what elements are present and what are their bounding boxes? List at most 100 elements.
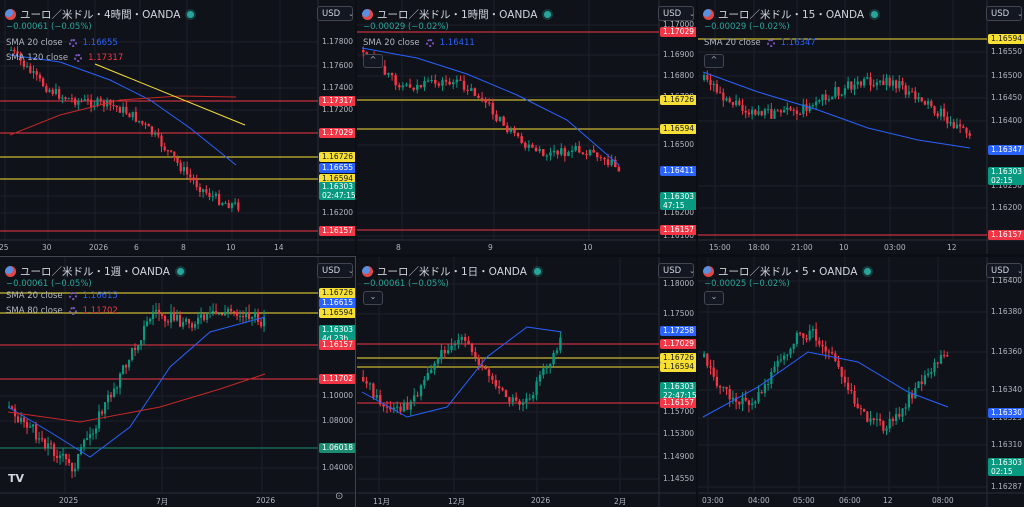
- candle-body: [430, 80, 433, 82]
- candle-body: [248, 312, 251, 319]
- candle-body: [48, 89, 51, 92]
- candle-body: [888, 418, 891, 429]
- candle-body: [176, 314, 179, 321]
- candle-body: [260, 321, 263, 327]
- tradingview-logo[interactable]: TV: [8, 472, 25, 485]
- expand-indicators-button[interactable]: ⌄: [363, 291, 383, 305]
- candle-body: [17, 416, 20, 422]
- candle-body: [744, 110, 747, 113]
- indicator-settings-icon[interactable]: [68, 307, 77, 315]
- price-tick: 1.16400: [991, 116, 1023, 125]
- candle-body: [556, 150, 559, 155]
- candle-body: [224, 202, 227, 204]
- candle-body: [383, 65, 387, 75]
- chart-plot-area[interactable]: [698, 0, 1024, 254]
- candle-body: [703, 353, 706, 357]
- candle-body: [26, 422, 29, 428]
- candle-body: [866, 77, 869, 79]
- indicator-sma20[interactable]: SMA 20 close 1.16411: [363, 38, 475, 48]
- indicator-sma80[interactable]: SMA 80 close 1.11702: [6, 306, 118, 316]
- chart-plot-area[interactable]: [0, 0, 355, 254]
- expand-indicators-button[interactable]: ⌄: [704, 291, 724, 305]
- chevron-down-icon: ⌄: [348, 9, 355, 18]
- price-label: 1.17029: [660, 27, 696, 37]
- candle-body: [65, 453, 68, 460]
- chart-panel-5m[interactable]: ユーロ／米ドル・5・OANDA −0.00025 (−0.02%) ⌄ USD ⌄…: [698, 257, 1024, 507]
- price-tick: 1.16287: [991, 482, 1023, 491]
- candle-body: [179, 314, 182, 327]
- price-label: 1.11702: [319, 374, 355, 384]
- candle-body: [107, 394, 110, 403]
- indicator-sma120[interactable]: SMA 120 close 1.17317: [6, 53, 124, 63]
- candle-body: [735, 100, 738, 105]
- indicator-settings-icon[interactable]: [68, 292, 77, 300]
- indicator-sma20[interactable]: SMA 20 close 1.16655: [6, 38, 118, 48]
- candle-body: [715, 376, 719, 387]
- candle-body: [866, 411, 869, 422]
- chart-plot-area[interactable]: [698, 257, 1024, 507]
- candle-body: [933, 362, 936, 372]
- chart-plot-area[interactable]: [0, 257, 355, 507]
- chart-plot-area[interactable]: [357, 0, 696, 254]
- candle-body: [140, 340, 143, 346]
- time-tick: 05:00: [793, 496, 815, 505]
- chart-plot-area[interactable]: [357, 257, 696, 507]
- candle-body: [520, 136, 523, 143]
- candle-body: [195, 180, 198, 188]
- candle-body: [450, 345, 453, 351]
- candle-body: [965, 127, 968, 134]
- indicator-settings-icon[interactable]: [425, 39, 434, 47]
- currency-select[interactable]: USD ⌄: [658, 6, 695, 21]
- currency-select[interactable]: USD ⌄: [986, 263, 1023, 278]
- time-tick: 9: [488, 243, 493, 252]
- candle-body: [783, 109, 786, 113]
- chart-panel-4h[interactable]: ユーロ／米ドル・4時間・OANDA −0.00061 (−0.05%) SMA …: [0, 0, 355, 254]
- candle-body: [95, 428, 98, 434]
- sma120-line: [9, 95, 237, 136]
- candle-body: [891, 80, 895, 86]
- currency-select[interactable]: USD ⌄: [317, 6, 355, 21]
- candle-body: [433, 363, 436, 370]
- candle-body: [470, 88, 473, 91]
- candle-body: [754, 401, 757, 404]
- candle-body: [474, 352, 477, 358]
- chart-panel-1d[interactable]: ユーロ／米ドル・1日・OANDA −0.00061 (−0.05%) ⌄ USD…: [357, 257, 696, 507]
- candle-body: [150, 126, 154, 135]
- chart-settings-icon[interactable]: ⊙: [335, 491, 344, 502]
- candle-body: [715, 83, 719, 93]
- collapse-indicators-button[interactable]: ^: [704, 54, 724, 68]
- indicator-sma20[interactable]: SMA 20 close 1.16347: [704, 38, 816, 48]
- collapse-indicators-button[interactable]: ^: [363, 54, 383, 68]
- currency-select[interactable]: USD ⌄: [986, 6, 1023, 21]
- indicator-settings-icon[interactable]: [766, 39, 775, 47]
- chevron-down-icon: ⌄: [348, 266, 355, 275]
- eurusd-flag-icon: [5, 9, 16, 20]
- candle-body: [741, 397, 744, 405]
- candle-body: [898, 81, 901, 89]
- candle-body: [560, 148, 563, 155]
- candle-body: [408, 84, 412, 88]
- price-label: 1.16726: [660, 353, 696, 363]
- candle-body: [592, 149, 595, 153]
- candle-body: [77, 454, 80, 469]
- candle-body: [545, 367, 548, 369]
- candle-body: [747, 400, 751, 405]
- chart-panel-1h[interactable]: ユーロ／米ドル・1時間・OANDA −0.00029 (−0.02%) SMA …: [357, 0, 696, 254]
- candle-body: [147, 124, 150, 127]
- indicator-settings-icon[interactable]: [74, 54, 83, 62]
- candle-body: [245, 312, 248, 318]
- candle-body: [843, 376, 847, 383]
- chart-panel-15m[interactable]: ユーロ／米ドル・15・OANDA −0.00029 (−0.02%) SMA 2…: [698, 0, 1024, 254]
- currency-select[interactable]: USD ⌄: [317, 263, 355, 278]
- currency-select[interactable]: USD ⌄: [658, 263, 695, 278]
- candle-body: [706, 75, 709, 80]
- candle-body: [448, 81, 451, 85]
- candle-body: [480, 98, 484, 100]
- candle-body: [792, 344, 795, 349]
- chart-panel-1w[interactable]: ユーロ／米ドル・1週・OANDA −0.00061 (−0.05%) SMA 2…: [0, 256, 356, 507]
- indicator-settings-icon[interactable]: [68, 39, 77, 47]
- candle-body: [939, 108, 943, 117]
- indicator-sma20[interactable]: SMA 20 close 1.16615: [6, 291, 118, 301]
- candle-body: [242, 315, 245, 318]
- candle-body: [406, 402, 409, 410]
